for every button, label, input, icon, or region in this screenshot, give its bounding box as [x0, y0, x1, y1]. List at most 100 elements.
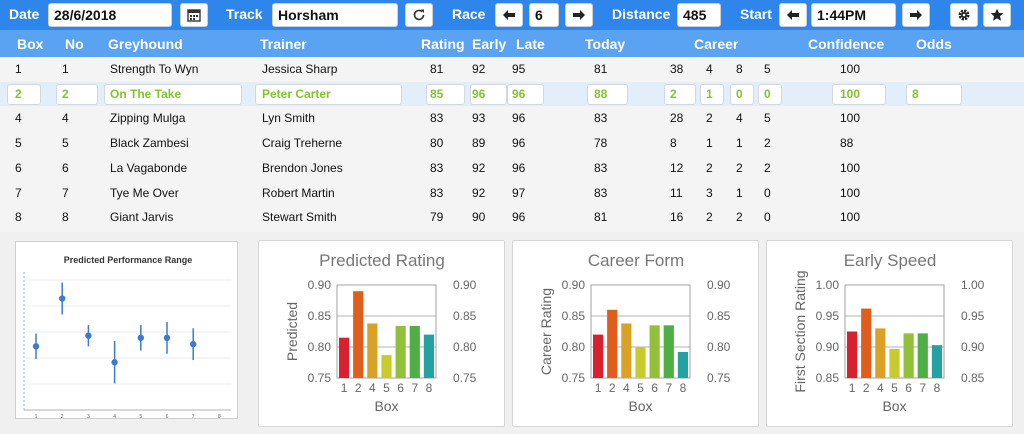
data-point[interactable] [85, 332, 92, 339]
settings-button[interactable] [950, 3, 978, 27]
table-row[interactable]: 1 1 Strength To Wyn Jessica Sharp 81 92 95 81 38… [0, 57, 1024, 82]
col-odds[interactable]: Odds [916, 36, 952, 52]
col-trainer[interactable]: Trainer [260, 36, 307, 52]
cell-input[interactable] [700, 83, 724, 105]
col-late[interactable]: Late [516, 36, 545, 52]
cell-input[interactable] [730, 83, 754, 105]
cell-today: 81 [594, 62, 608, 76]
data-point[interactable] [59, 295, 66, 302]
distance-field[interactable]: 485 [677, 3, 721, 27]
data-point[interactable] [137, 334, 144, 342]
y2-tick-label: 0.90 [707, 278, 731, 292]
cell-input[interactable] [507, 83, 544, 105]
data-point[interactable] [163, 334, 171, 342]
cell-input[interactable] [470, 83, 507, 105]
cell-career-wins: 2 [706, 111, 713, 126]
cell-today: 83 [594, 160, 608, 175]
cell-confidence: 100 [840, 210, 861, 225]
calendar-button[interactable] [180, 3, 208, 27]
cell-early: 92 [472, 185, 486, 200]
cell-input[interactable] [587, 83, 628, 105]
bar[interactable] [903, 333, 914, 378]
x-tick-label: 2 [609, 381, 616, 395]
cell-input[interactable] [255, 83, 402, 105]
table-row[interactable]: 8 8 Giant Jarvis Stewart Smith 79 90 96 81 16 2 2 0… [0, 205, 1024, 230]
col-no[interactable]: No [65, 36, 84, 52]
y-tick-label: 0.75 [308, 371, 332, 385]
table-row[interactable]: 5 5 Black Zambesi Craig Treherne 80 89 96 78 8 1 1… [0, 131, 1024, 156]
bar[interactable] [846, 331, 858, 379]
bar[interactable] [409, 325, 420, 378]
cell-input[interactable] [906, 83, 962, 105]
track-field[interactable]: Horsham [272, 3, 398, 27]
data-point[interactable] [190, 340, 197, 348]
table-row[interactable]: 7 7 Tye Me Over Robert Martin 83 92 97 83 11 3 1 0 1… [0, 181, 1024, 206]
cell-input[interactable] [832, 83, 886, 105]
y-tick-label: 0.90 [562, 278, 586, 292]
bar[interactable] [931, 345, 943, 378]
x-tick-label: 4 [623, 381, 630, 395]
race-next-button[interactable] [565, 3, 593, 27]
y2-tick-label: 1.00 [961, 278, 985, 292]
col-confidence[interactable]: Confidence [808, 36, 885, 52]
bar[interactable] [592, 334, 604, 378]
cell-late: 96 [512, 210, 526, 225]
cell-input[interactable] [426, 83, 465, 105]
bar[interactable] [861, 308, 872, 378]
bar[interactable] [395, 325, 406, 378]
cell-career-thirds: 0 [764, 185, 771, 200]
bar[interactable] [649, 325, 660, 378]
favourite-button[interactable] [983, 3, 1011, 27]
table-row[interactable]: 2 2 On The Take Peter Carter 85 96 96 88 2 1 0 0 100… [0, 81, 1024, 107]
cell-early: 89 [472, 136, 486, 151]
date-field[interactable]: 28/6/2018 [48, 3, 172, 27]
bar[interactable] [423, 334, 435, 378]
cell-rating: 83 [430, 160, 444, 175]
start-prev-button[interactable] [779, 3, 807, 27]
bar[interactable] [635, 347, 646, 378]
cell-input[interactable] [56, 83, 98, 105]
bar[interactable] [381, 355, 392, 378]
bar[interactable] [663, 325, 674, 378]
race-field[interactable]: 6 [529, 3, 559, 27]
col-career[interactable]: Career [694, 36, 739, 52]
bar[interactable] [353, 291, 364, 378]
bar[interactable] [621, 323, 632, 378]
bar[interactable] [607, 309, 618, 378]
early-speed-chart: Early Speed 0.85 0.85 0.90 0.90 0.95 0.95 1.00 1… [792, 251, 985, 414]
table-row[interactable]: 6 6 La Vagabonde Brendon Jones 83 92 96 83 12 2 2 2… [0, 156, 1024, 181]
performance-range-chart[interactable]: Predicted Performance Range 1 2 3 4 5 6 7 8 [15, 241, 238, 420]
bar[interactable] [917, 333, 928, 378]
cell-no: 1 [62, 62, 69, 76]
cell-box: 7 [15, 185, 22, 200]
data-point[interactable] [32, 343, 40, 350]
col-rating[interactable]: Rating [421, 36, 465, 52]
bar[interactable] [367, 323, 378, 378]
col-today[interactable]: Today [585, 36, 626, 52]
cell-confidence: 100 [840, 185, 861, 200]
y2-tick-label: 0.85 [707, 309, 731, 323]
table-row[interactable]: 4 4 Zipping Mulga Lyn Smith 83 93 96 83 28 2 4 5 100 [0, 106, 1024, 131]
bar[interactable] [677, 351, 689, 378]
bar[interactable] [338, 337, 350, 378]
cell-input[interactable] [104, 83, 242, 105]
cell-input[interactable] [7, 83, 41, 105]
race-prev-button[interactable] [495, 3, 523, 27]
refresh-button[interactable] [405, 3, 433, 27]
cell-input[interactable] [758, 83, 782, 105]
cell-rating: 79 [430, 210, 444, 225]
data-point[interactable] [111, 359, 118, 366]
cell-input[interactable] [664, 83, 696, 105]
col-greyhound[interactable]: Greyhound [108, 36, 183, 52]
col-early[interactable]: Early [472, 36, 507, 52]
col-box[interactable]: Box [17, 36, 44, 52]
start-next-button[interactable] [902, 3, 930, 27]
bar[interactable] [875, 328, 886, 378]
y-axis-label: Career Rating [538, 288, 554, 375]
start-field[interactable]: 1:44PM [811, 3, 896, 27]
y-tick-label: 0.80 [562, 340, 586, 354]
cell-box: 2 [15, 86, 22, 101]
bar[interactable] [889, 348, 900, 378]
cell-rating: 81 [430, 62, 444, 76]
y-tick-label: 0.80 [308, 340, 332, 354]
